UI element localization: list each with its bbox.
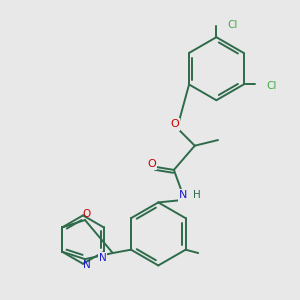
Text: H: H [193,190,201,200]
Text: O: O [170,119,179,130]
Text: Cl: Cl [227,20,237,30]
Text: N: N [83,260,91,270]
Text: O: O [147,159,156,169]
Text: O: O [82,209,91,219]
Text: N: N [99,253,106,262]
Text: N: N [179,190,188,200]
Text: Cl: Cl [266,81,276,91]
